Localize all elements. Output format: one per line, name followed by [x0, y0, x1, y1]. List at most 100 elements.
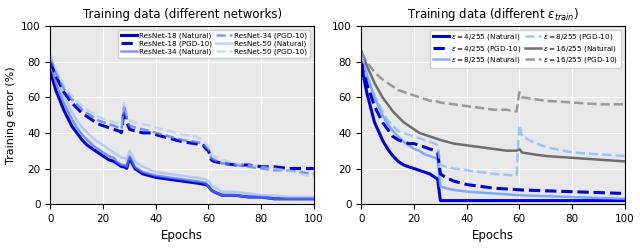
$\epsilon = 8/255$ (PGD-10) [525, 139, 533, 142]
$\epsilon = 16/255$ (Natural) [358, 49, 365, 52]
X-axis label: Epochs: Epochs [161, 229, 203, 243]
$\epsilon = 16/255$ (Natural) [584, 157, 592, 160]
ResNet-18 (PGD-10) [310, 167, 317, 170]
ResNet-18 (Natural) [271, 197, 278, 200]
ResNet-18 (PGD-10) [214, 161, 222, 164]
ResNet-50 (PGD-10) [63, 87, 70, 90]
$\epsilon = 16/255$ (PGD-10) [621, 103, 628, 106]
$\epsilon = 8/255$ (PGD-10) [584, 152, 592, 155]
$\epsilon = 16/255$ (PGD-10) [518, 95, 525, 98]
Line: $\epsilon = 8/255$ (Natural): $\epsilon = 8/255$ (Natural) [362, 54, 625, 199]
$\epsilon = 16/255$ (Natural) [517, 150, 525, 153]
ResNet-18 (Natural) [310, 197, 317, 200]
ResNet-50 (PGD-10) [207, 151, 214, 154]
Line: ResNet-18 (PGD-10): ResNet-18 (PGD-10) [51, 62, 314, 168]
ResNet-34 (Natural) [47, 64, 54, 67]
Line: ResNet-18 (Natural): ResNet-18 (Natural) [51, 72, 314, 199]
ResNet-34 (PGD-10) [310, 172, 317, 175]
$\epsilon = 4/255$ (PGD-10) [517, 188, 525, 191]
$\epsilon = 4/255$ (Natural) [511, 199, 518, 202]
$\epsilon = 16/255$ (Natural) [525, 152, 533, 155]
Line: ResNet-34 (Natural): ResNet-34 (Natural) [51, 65, 314, 199]
$\epsilon = 4/255$ (PGD-10) [358, 60, 365, 63]
$\epsilon = 16/255$ (PGD-10) [374, 73, 381, 76]
Line: ResNet-50 (PGD-10): ResNet-50 (PGD-10) [51, 54, 314, 177]
$\epsilon = 8/255$ (Natural) [510, 193, 518, 196]
$\epsilon = 8/255$ (PGD-10) [510, 174, 518, 177]
$\epsilon = 4/255$ (PGD-10) [584, 191, 592, 194]
ResNet-50 (Natural) [214, 188, 222, 191]
ResNet-34 (PGD-10) [200, 142, 207, 145]
ResNet-34 (PGD-10) [63, 91, 70, 94]
$\epsilon = 16/255$ (PGD-10) [513, 110, 520, 113]
Line: $\epsilon = 8/255$ (PGD-10): $\epsilon = 8/255$ (PGD-10) [362, 54, 625, 176]
ResNet-50 (Natural) [246, 192, 254, 195]
Title: Training data (different $\epsilon_{train}$): Training data (different $\epsilon_{trai… [407, 5, 579, 23]
$\epsilon = 8/255$ (Natural) [621, 197, 628, 200]
ResNet-34 (PGD-10) [214, 160, 222, 163]
Y-axis label: Training error (%): Training error (%) [6, 66, 15, 164]
ResNet-18 (PGD-10) [63, 94, 70, 97]
ResNet-34 (Natural) [274, 197, 282, 200]
ResNet-34 (Natural) [63, 107, 70, 110]
$\epsilon = 4/255$ (Natural) [621, 199, 628, 202]
$\epsilon = 4/255$ (Natural) [525, 199, 533, 202]
ResNet-50 (PGD-10) [246, 164, 254, 167]
Line: $\epsilon = 4/255$ (Natural): $\epsilon = 4/255$ (Natural) [362, 65, 625, 201]
ResNet-18 (Natural) [200, 183, 207, 186]
ResNet-18 (PGD-10) [246, 164, 254, 167]
Line: $\epsilon = 4/255$ (PGD-10): $\epsilon = 4/255$ (PGD-10) [362, 62, 625, 193]
ResNet-50 (PGD-10) [310, 176, 317, 179]
$\epsilon = 16/255$ (PGD-10) [358, 51, 365, 54]
Line: $\epsilon = 16/255$ (PGD-10): $\epsilon = 16/255$ (PGD-10) [362, 53, 625, 111]
Line: ResNet-34 (PGD-10): ResNet-34 (PGD-10) [51, 58, 314, 174]
ResNet-18 (Natural) [246, 195, 254, 198]
$\epsilon = 16/255$ (Natural) [510, 149, 518, 152]
ResNet-18 (Natural) [207, 187, 214, 190]
ResNet-34 (PGD-10) [207, 154, 214, 157]
$\epsilon = 16/255$ (PGD-10) [584, 102, 592, 105]
ResNet-50 (Natural) [200, 177, 207, 180]
ResNet-34 (Natural) [246, 195, 254, 198]
$\epsilon = 8/255$ (PGD-10) [621, 155, 628, 157]
$\epsilon = 8/255$ (Natural) [557, 195, 565, 198]
$\epsilon = 8/255$ (PGD-10) [513, 174, 520, 177]
$\epsilon = 16/255$ (PGD-10) [510, 110, 518, 113]
ResNet-50 (PGD-10) [273, 167, 281, 170]
Line: $\epsilon = 16/255$ (Natural): $\epsilon = 16/255$ (Natural) [362, 51, 625, 161]
ResNet-50 (PGD-10) [47, 53, 54, 56]
$\epsilon = 8/255$ (PGD-10) [374, 100, 381, 103]
$\epsilon = 4/255$ (PGD-10) [510, 188, 518, 191]
ResNet-34 (Natural) [271, 197, 278, 200]
ResNet-18 (PGD-10) [273, 166, 281, 169]
ResNet-18 (PGD-10) [207, 155, 214, 158]
$\epsilon = 8/255$ (Natural) [584, 196, 592, 199]
ResNet-50 (Natural) [207, 182, 214, 185]
$\epsilon = 4/255$ (Natural) [518, 199, 525, 202]
$\epsilon = 16/255$ (Natural) [621, 160, 628, 163]
$\epsilon = 8/255$ (Natural) [358, 53, 365, 56]
ResNet-34 (Natural) [214, 192, 222, 195]
Title: Training data (different networks): Training data (different networks) [83, 7, 282, 21]
$\epsilon = 16/255$ (PGD-10) [525, 97, 533, 100]
ResNet-50 (Natural) [273, 194, 281, 197]
Legend: ResNet-18 (Natural), ResNet-18 (PGD-10), ResNet-34 (Natural), ResNet-34 (PGD-10): ResNet-18 (Natural), ResNet-18 (PGD-10),… [118, 30, 310, 58]
ResNet-50 (Natural) [310, 195, 317, 198]
$\epsilon = 8/255$ (Natural) [374, 102, 381, 105]
ResNet-34 (PGD-10) [246, 166, 254, 169]
$\epsilon = 8/255$ (PGD-10) [557, 149, 565, 152]
ResNet-50 (Natural) [47, 57, 54, 60]
ResNet-18 (PGD-10) [284, 167, 292, 170]
$\epsilon = 4/255$ (PGD-10) [621, 192, 628, 195]
$\epsilon = 8/255$ (Natural) [525, 194, 533, 197]
ResNet-18 (PGD-10) [200, 144, 207, 147]
ResNet-18 (PGD-10) [47, 60, 54, 63]
$\epsilon = 16/255$ (PGD-10) [557, 100, 565, 103]
ResNet-18 (Natural) [274, 197, 282, 200]
ResNet-50 (PGD-10) [200, 139, 207, 142]
$\epsilon = 4/255$ (PGD-10) [557, 190, 565, 193]
ResNet-34 (Natural) [200, 181, 207, 184]
ResNet-18 (Natural) [47, 71, 54, 74]
ResNet-34 (Natural) [310, 197, 317, 200]
ResNet-18 (Natural) [63, 114, 70, 117]
